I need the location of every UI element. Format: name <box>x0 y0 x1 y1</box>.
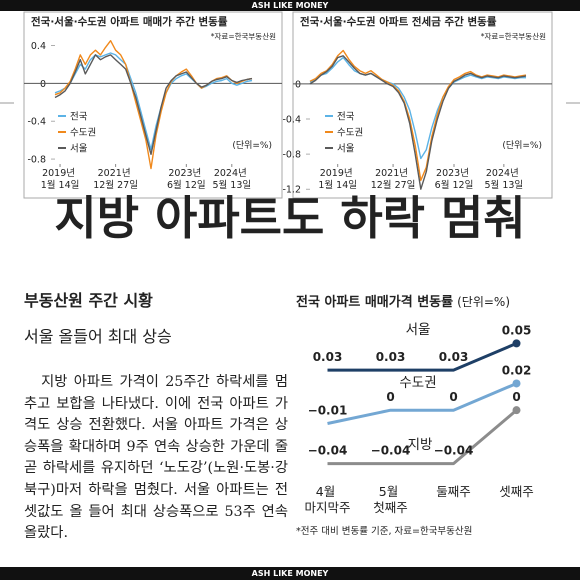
series-line <box>54 40 253 170</box>
series-label: 지방 <box>408 437 433 453</box>
legend-label: 수도권 <box>70 127 96 139</box>
y-tick-label: -0.8 <box>282 150 301 161</box>
data-label: −0.01 <box>308 404 348 418</box>
end-point <box>512 339 521 348</box>
data-label: 0 <box>386 390 394 404</box>
chart-title: 전국·서울·수도권 아파트 매매가 주간 변동률 <box>31 15 228 28</box>
series-line <box>327 409 518 466</box>
legend-label: 수도권 <box>337 127 363 139</box>
bottom-bar <box>0 567 580 580</box>
y-tick-label: 0 <box>40 79 46 90</box>
end-point <box>512 379 521 388</box>
series-line <box>54 52 253 151</box>
x-tick-label: 셋째주 <box>499 484 534 499</box>
series-line <box>309 55 527 190</box>
y-tick-label: -0.4 <box>27 117 46 128</box>
y-tick-label: 0.4 <box>31 41 46 52</box>
data-label: 0.02 <box>502 363 532 377</box>
x-tick-label: 2021년 12월 27일 <box>93 168 138 191</box>
data-label: 0.05 <box>502 323 532 337</box>
x-tick-label: 2019년 1월 14일 <box>318 168 357 191</box>
y-tick-label: -1.2 <box>282 185 301 196</box>
chart-frame <box>23 11 283 199</box>
subtitle: 서울 올들어 최대 상승 <box>24 327 172 346</box>
x-tick-label: 2024년 5월 13일 <box>485 168 524 191</box>
series-line <box>54 54 253 155</box>
data-label: 0 <box>449 390 457 404</box>
note: *전주 대비 변동률 기준, 자료=한국부동산원 <box>296 526 472 537</box>
brand: ASH LIKE MONEY <box>252 1 329 10</box>
series-label: 서울 <box>406 322 431 338</box>
chart-title: 전국·서울·수도권 아파트 전세금 주간 변동률 <box>300 15 497 28</box>
series-line <box>309 56 526 160</box>
legend-label: 서울 <box>337 144 355 155</box>
x-tick-label: 둘째주 <box>436 484 471 499</box>
top-bar <box>0 0 580 11</box>
y-tick-label: -0.4 <box>282 115 301 126</box>
data-label: 0.03 <box>376 350 406 364</box>
y-tick-label: -0.8 <box>27 155 46 166</box>
x-tick-label: 2023년 6월 12일 <box>435 168 474 191</box>
x-tick-label: 2023년 6월 12일 <box>167 168 206 191</box>
chart-title-text: 전국 아파트 매매가격 변동률 <box>296 294 453 310</box>
legend-label: 서울 <box>70 144 88 155</box>
x-tick-label: 2021년 12월 27일 <box>371 168 416 191</box>
source: *자료=한국부동산원 <box>481 31 546 41</box>
data-label: −0.04 <box>434 444 474 458</box>
legend-label: 전국 <box>70 112 88 123</box>
data-label: −0.04 <box>371 444 411 458</box>
y-tick-label: 0 <box>295 79 301 90</box>
x-tick-label: 2019년 1월 14일 <box>41 168 80 191</box>
data-label: 0 <box>512 390 520 404</box>
chart-frame <box>292 11 553 199</box>
x-tick-label: 2024년 5월 13일 <box>212 168 251 191</box>
x-tick-label: 4월 마지막주 <box>304 484 350 515</box>
unit: (단위=%) <box>457 295 510 309</box>
end-point <box>512 406 521 415</box>
series-line <box>327 382 518 425</box>
data-label: 0.03 <box>313 350 343 364</box>
source: *자료=한국부동산원 <box>211 31 276 41</box>
legend-label: 전국 <box>337 112 355 123</box>
data-label: −0.04 <box>308 444 348 458</box>
data-label: 0.03 <box>439 350 469 364</box>
series-line <box>327 342 518 372</box>
unit: (단위=%) <box>502 140 542 151</box>
chart-title: 전국 아파트 매매가격 변동률 (단위=%) <box>296 294 510 310</box>
series-line <box>309 49 527 182</box>
series-label: 수도권 <box>399 375 436 391</box>
article-body: 지방 아파트 가격이 25주간 하락세를 멈추고 보합을 나타냈다. 이에 전국… <box>24 374 288 542</box>
unit: (단위=%) <box>232 140 272 151</box>
headline: 지방 아파트도 하락 멈춰 <box>54 191 525 245</box>
kicker: 부동산원 주간 시황 <box>24 291 153 310</box>
x-tick-label: 5월 첫째주 <box>373 484 408 515</box>
brand: ASH LIKE MONEY <box>252 569 329 578</box>
